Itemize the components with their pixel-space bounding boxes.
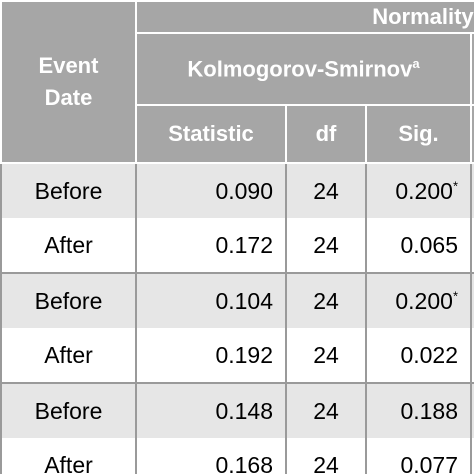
next-cell [469,162,474,218]
next-cell [469,272,474,328]
df-cell: 24 [285,218,367,273]
next-cell [469,328,474,383]
sig-cell: 0.200* [365,272,472,328]
sig-footnote-mark: * [452,287,458,303]
normality-tests-title: Normality Tes [134,0,474,34]
sig-value: 0.200 [395,287,453,314]
df-cell: 24 [285,272,367,328]
event-date-line-1: Event [38,53,99,78]
df-cell: 24 [285,328,367,383]
df-cell: 24 [285,162,367,218]
next-cell [469,382,474,438]
df-cell: 24 [285,438,367,474]
event-date-cell: Before [0,272,137,328]
next-test-header [469,32,474,106]
statistic-cell: 0.192 [135,328,287,383]
sig-value: 0.022 [400,341,458,368]
sig-cell: 0.022 [365,328,472,383]
statistic-cell: 0.104 [135,272,287,328]
kolmogorov-smirnov-footnote-mark: a [412,55,420,71]
table-row: Before 0.104 24 0.200* [0,272,474,328]
sig-value: 0.077 [400,451,458,474]
statistic-cell: 0.148 [135,382,287,438]
event-date-line-2: Date [44,85,93,110]
sig-value: 0.065 [400,231,458,258]
table-row: After 0.172 24 0.065 [0,218,474,273]
sig-cell: 0.065 [365,218,472,273]
sig-column-header: Sig. [365,104,472,164]
event-date-cell: After [0,218,137,273]
table-row: After 0.168 24 0.077 [0,438,474,474]
df-cell: 24 [285,382,367,438]
statistic-cell: 0.168 [135,438,287,474]
event-date-header: Event Date [0,0,137,164]
event-date-cell: After [0,438,137,474]
next-column-header [469,104,474,164]
sig-cell: 0.200* [365,162,472,218]
event-date-cell: Before [0,382,137,438]
statistic-cell: 0.172 [135,218,287,273]
statistic-column-header: Statistic [135,104,287,164]
sig-cell: 0.077 [365,438,472,474]
event-date-cell: Before [0,162,137,218]
sig-value: 0.200 [395,177,453,204]
next-cell [469,218,474,273]
table-row: Before 0.090 24 0.200* [0,162,474,218]
next-cell [469,438,474,474]
table-row: Before 0.148 24 0.188 [0,382,474,438]
sig-value: 0.188 [400,397,458,424]
event-date-cell: After [0,328,137,383]
statistic-cell: 0.090 [135,162,287,218]
table-row: After 0.192 24 0.022 [0,328,474,383]
df-column-header: df [285,104,367,164]
kolmogorov-smirnov-label: Kolmogorov-Smirnov [187,56,413,82]
kolmogorov-smirnov-header: Kolmogorov-Smirnova [135,32,472,106]
sig-footnote-mark: * [452,177,458,193]
sig-cell: 0.188 [365,382,472,438]
